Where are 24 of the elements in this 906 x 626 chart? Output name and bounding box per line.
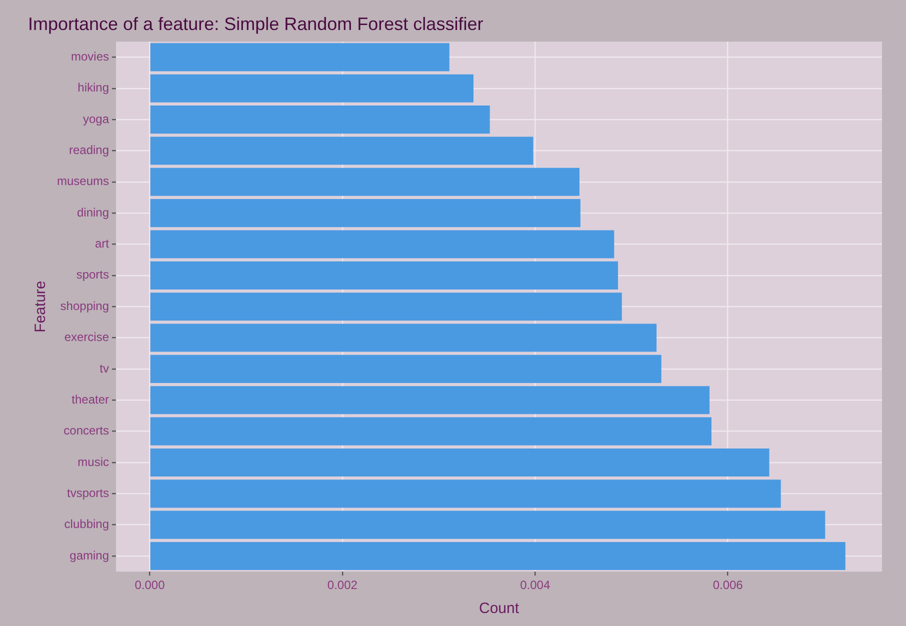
y-tick-label: tv — [100, 361, 110, 376]
y-tick-label: tvsports — [67, 486, 110, 500]
y-axis-title: Feature — [32, 280, 50, 332]
y-tick-label: art — [95, 236, 110, 251]
y-tick-label: exercise — [64, 330, 110, 344]
y-tick-label: shopping — [60, 298, 110, 313]
x-tick-label: 0.000 — [134, 578, 166, 592]
y-tick-label: music — [78, 454, 110, 469]
y-tick-label: clubbing — [64, 517, 110, 532]
y-tick-label: theater — [72, 392, 110, 406]
x-tick-label: 0.006 — [712, 578, 744, 592]
y-tick-label: yoga — [82, 112, 110, 126]
x-tick-label: 0.004 — [520, 578, 550, 592]
x-axis-title: Count — [478, 600, 520, 618]
y-tick-label: museums — [57, 174, 110, 188]
y-tick-label: concerts — [64, 424, 110, 438]
y-tick-label: reading — [68, 143, 110, 158]
y-tick-label: gaming — [70, 548, 110, 562]
y-tick-label: hiking — [78, 80, 110, 95]
y-tick-label: dining — [76, 205, 110, 220]
y-tick-label: movies — [71, 50, 110, 64]
y-tick-label: sports — [76, 268, 110, 282]
x-tick-label: 0.002 — [327, 578, 358, 592]
chart-title: Importance of a feature: Simple Random Forest classifier — [28, 14, 484, 34]
